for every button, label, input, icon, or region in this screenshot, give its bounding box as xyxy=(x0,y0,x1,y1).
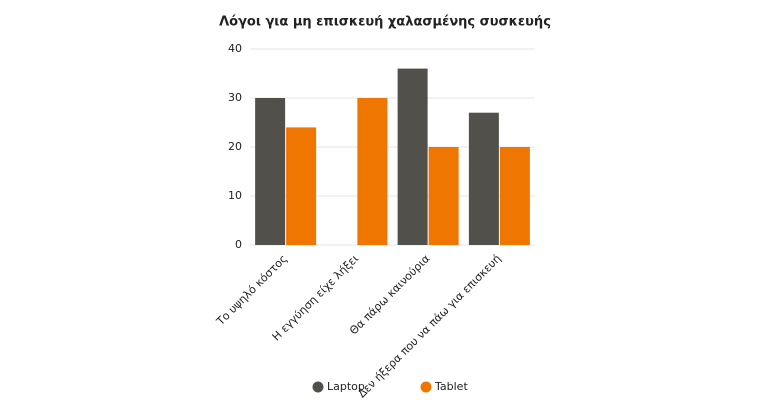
bar xyxy=(428,147,459,245)
y-tick-label: 20 xyxy=(228,140,242,153)
y-tick-label: 30 xyxy=(228,91,242,104)
y-tick-label: 10 xyxy=(228,189,242,202)
legend-label: Laptop xyxy=(327,380,365,393)
bar xyxy=(255,98,286,245)
bar xyxy=(286,127,317,245)
x-tick-label: Θα πάρω καινούρια xyxy=(347,252,432,337)
x-tick-label: Δεν ήξερα που να πάω για επισκευή xyxy=(355,252,503,400)
bar xyxy=(468,112,499,245)
legend-label: Tablet xyxy=(434,380,468,393)
bar xyxy=(397,68,428,245)
legend-marker xyxy=(312,381,324,393)
chart-title: Λόγοι για μη επισκευή χαλασμένης συσκευή… xyxy=(219,15,551,30)
bar xyxy=(357,98,388,245)
bar xyxy=(499,147,530,245)
y-tick-label: 0 xyxy=(235,238,242,251)
legend-marker xyxy=(420,381,432,393)
x-tick-label: Το υψηλό κόστος xyxy=(213,252,290,329)
y-tick-label: 40 xyxy=(228,42,242,55)
